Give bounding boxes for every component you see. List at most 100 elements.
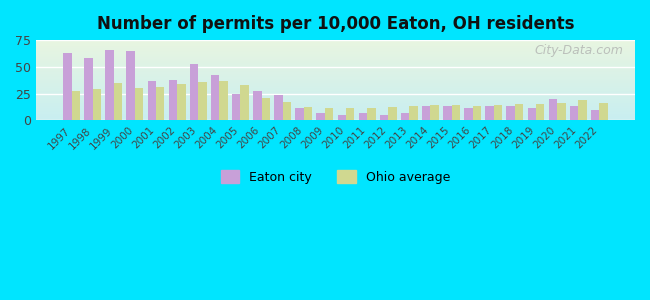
- Bar: [36, 48, 635, 49]
- Bar: [36, 74, 635, 75]
- Bar: [36, 46, 635, 47]
- Bar: [36, 77, 635, 78]
- Bar: [36, 114, 635, 115]
- Bar: [36, 73, 635, 74]
- Bar: [135, 88, 143, 120]
- Bar: [72, 92, 80, 120]
- Bar: [36, 107, 635, 108]
- Bar: [36, 41, 635, 42]
- Bar: [253, 92, 261, 120]
- Bar: [36, 43, 635, 44]
- Bar: [536, 104, 545, 120]
- Bar: [36, 109, 635, 110]
- Bar: [36, 57, 635, 58]
- Bar: [36, 96, 635, 97]
- Bar: [36, 85, 635, 86]
- Bar: [337, 115, 346, 120]
- Bar: [36, 113, 635, 114]
- Bar: [494, 105, 502, 120]
- Bar: [36, 100, 635, 101]
- Bar: [36, 108, 635, 109]
- Bar: [283, 102, 291, 120]
- Bar: [36, 68, 635, 69]
- Bar: [198, 82, 207, 120]
- Bar: [473, 106, 481, 120]
- Bar: [430, 105, 439, 120]
- Bar: [422, 106, 430, 120]
- Bar: [36, 99, 635, 100]
- Title: Number of permits per 10,000 Eaton, OH residents: Number of permits per 10,000 Eaton, OH r…: [97, 15, 574, 33]
- Bar: [486, 106, 494, 120]
- Bar: [36, 55, 635, 56]
- Text: City-Data.com: City-Data.com: [534, 44, 623, 57]
- Bar: [261, 98, 270, 120]
- Bar: [443, 106, 452, 120]
- Bar: [148, 81, 156, 120]
- Bar: [388, 107, 396, 120]
- Bar: [36, 90, 635, 91]
- Bar: [36, 40, 635, 41]
- Bar: [63, 53, 72, 120]
- Bar: [36, 49, 635, 50]
- Bar: [240, 85, 249, 120]
- Bar: [599, 103, 608, 120]
- Bar: [36, 111, 635, 112]
- Bar: [367, 109, 376, 120]
- Legend: Eaton city, Ohio average: Eaton city, Ohio average: [216, 165, 455, 189]
- Bar: [36, 72, 635, 73]
- Bar: [36, 53, 635, 54]
- Bar: [36, 78, 635, 79]
- Bar: [36, 103, 635, 104]
- Bar: [506, 106, 515, 120]
- Bar: [36, 88, 635, 89]
- Bar: [346, 109, 354, 120]
- Bar: [36, 84, 635, 85]
- Bar: [36, 54, 635, 55]
- Bar: [36, 75, 635, 76]
- Bar: [317, 113, 325, 120]
- Bar: [36, 93, 635, 94]
- Bar: [304, 107, 312, 120]
- Bar: [274, 94, 283, 120]
- Bar: [36, 81, 635, 82]
- Bar: [36, 97, 635, 98]
- Bar: [36, 98, 635, 99]
- Bar: [36, 69, 635, 70]
- Bar: [36, 102, 635, 103]
- Bar: [36, 115, 635, 116]
- Bar: [36, 86, 635, 87]
- Bar: [219, 81, 227, 120]
- Bar: [36, 52, 635, 53]
- Bar: [515, 104, 523, 120]
- Bar: [36, 60, 635, 61]
- Bar: [36, 116, 635, 117]
- Bar: [36, 45, 635, 46]
- Bar: [36, 64, 635, 65]
- Bar: [325, 109, 333, 120]
- Bar: [36, 66, 635, 67]
- Bar: [36, 56, 635, 57]
- Bar: [36, 58, 635, 59]
- Bar: [380, 115, 388, 120]
- Bar: [36, 117, 635, 118]
- Bar: [84, 58, 93, 120]
- Bar: [232, 94, 240, 120]
- Bar: [36, 62, 635, 63]
- Bar: [410, 106, 418, 120]
- Bar: [36, 94, 635, 95]
- Bar: [36, 67, 635, 68]
- Bar: [36, 95, 635, 96]
- Bar: [528, 109, 536, 120]
- Bar: [36, 101, 635, 102]
- Bar: [295, 109, 304, 120]
- Bar: [190, 64, 198, 120]
- Bar: [359, 113, 367, 120]
- Bar: [36, 76, 635, 77]
- Bar: [36, 71, 635, 72]
- Bar: [36, 83, 635, 84]
- Bar: [36, 92, 635, 93]
- Bar: [114, 83, 122, 120]
- Bar: [464, 109, 473, 120]
- Bar: [557, 103, 566, 120]
- Bar: [570, 106, 578, 120]
